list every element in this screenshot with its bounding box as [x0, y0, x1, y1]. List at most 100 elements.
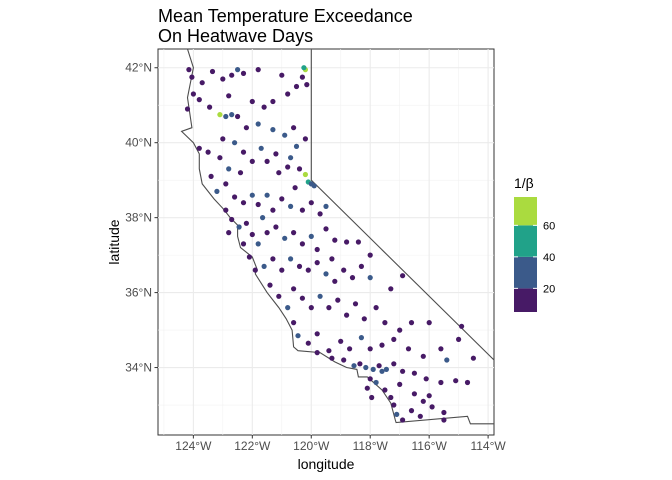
data-point — [186, 67, 192, 73]
data-point — [293, 83, 300, 90]
data-point — [335, 297, 341, 303]
data-point — [302, 171, 308, 178]
data-point — [220, 76, 226, 82]
data-point — [379, 342, 385, 348]
data-point — [391, 402, 397, 408]
data-point — [397, 381, 403, 387]
data-point — [291, 125, 297, 131]
data-point — [205, 149, 211, 155]
data-point — [341, 357, 347, 363]
data-point — [429, 404, 435, 410]
data-point — [258, 145, 264, 151]
data-point — [243, 220, 249, 226]
data-point — [199, 80, 205, 86]
data-point — [255, 201, 261, 208]
data-point — [273, 224, 279, 230]
data-point — [189, 74, 195, 80]
data-point — [288, 155, 294, 161]
data-point — [299, 74, 305, 80]
x-axis-ticks: 124°W 122°W 120°W 118°W 116°W 114°W — [175, 435, 506, 453]
data-point — [420, 398, 426, 404]
data-point — [420, 353, 426, 359]
data-point — [223, 181, 229, 187]
data-point — [299, 207, 305, 213]
data-point — [444, 357, 450, 363]
x-tick-label: 122°W — [234, 439, 271, 453]
data-point — [373, 379, 379, 386]
data-point — [261, 104, 267, 110]
data-point — [282, 132, 288, 138]
data-point — [441, 409, 447, 416]
data-point — [236, 224, 242, 230]
data-point — [214, 188, 220, 194]
data-point — [291, 230, 297, 236]
data-point — [184, 106, 191, 112]
legend-color-bin — [514, 256, 537, 289]
x-axis-label: longitude — [298, 456, 355, 472]
data-point — [367, 275, 373, 281]
data-point — [299, 295, 305, 301]
data-point — [317, 293, 323, 299]
legend-color-bin — [514, 288, 537, 312]
color-legend: 1/β 20 40 60 — [514, 175, 555, 312]
data-point — [302, 136, 308, 142]
data-point — [249, 231, 255, 238]
data-point — [438, 379, 444, 386]
data-point — [276, 170, 282, 176]
data-point — [323, 203, 329, 209]
legend-tick-label: 60 — [543, 220, 555, 232]
data-point — [292, 185, 298, 191]
data-point — [367, 376, 373, 382]
data-point — [464, 379, 471, 386]
data-point — [237, 170, 244, 176]
data-points — [184, 65, 476, 423]
data-point — [246, 254, 252, 260]
data-point — [323, 271, 329, 277]
data-point — [255, 241, 261, 247]
plot-panel — [157, 48, 495, 436]
data-point — [367, 252, 373, 258]
data-point — [373, 305, 379, 311]
data-point — [291, 286, 297, 292]
data-point — [351, 363, 357, 369]
chart-title-line-1: Mean Temperature Exceedance — [158, 6, 413, 26]
data-point — [363, 364, 369, 371]
x-tick-label: 116°W — [412, 439, 448, 453]
data-point — [229, 216, 235, 223]
data-point — [226, 230, 232, 236]
data-point — [358, 263, 364, 269]
data-point — [400, 417, 406, 423]
data-point — [355, 239, 361, 245]
legend-tick-label: 20 — [543, 283, 555, 295]
data-point — [344, 312, 350, 318]
data-point — [279, 196, 285, 202]
y-tick-label: 42°N — [125, 61, 152, 75]
data-point — [349, 275, 356, 281]
legend-title: 1/β — [514, 175, 534, 191]
data-point — [260, 215, 266, 221]
data-point — [295, 333, 301, 339]
data-point — [426, 320, 432, 326]
data-point — [285, 91, 291, 97]
data-point — [388, 286, 394, 292]
data-point — [296, 263, 303, 269]
data-point — [252, 267, 258, 273]
y-tick-label: 36°N — [125, 286, 152, 300]
data-point — [249, 98, 255, 105]
y-axis-label: latitude — [106, 219, 122, 264]
data-point — [370, 366, 376, 372]
data-point — [391, 361, 397, 367]
data-point — [341, 267, 347, 273]
data-point — [208, 173, 214, 179]
data-point — [314, 350, 320, 356]
data-point — [388, 394, 394, 401]
data-point — [308, 200, 314, 206]
data-point — [190, 91, 196, 97]
data-point — [220, 136, 226, 142]
data-point — [426, 393, 432, 399]
data-point — [400, 273, 406, 279]
data-point — [270, 127, 276, 133]
data-point — [470, 355, 476, 361]
y-axis-ticks: 34°N 36°N 38°N 40°N 42°N — [125, 61, 158, 375]
data-point — [235, 67, 241, 73]
